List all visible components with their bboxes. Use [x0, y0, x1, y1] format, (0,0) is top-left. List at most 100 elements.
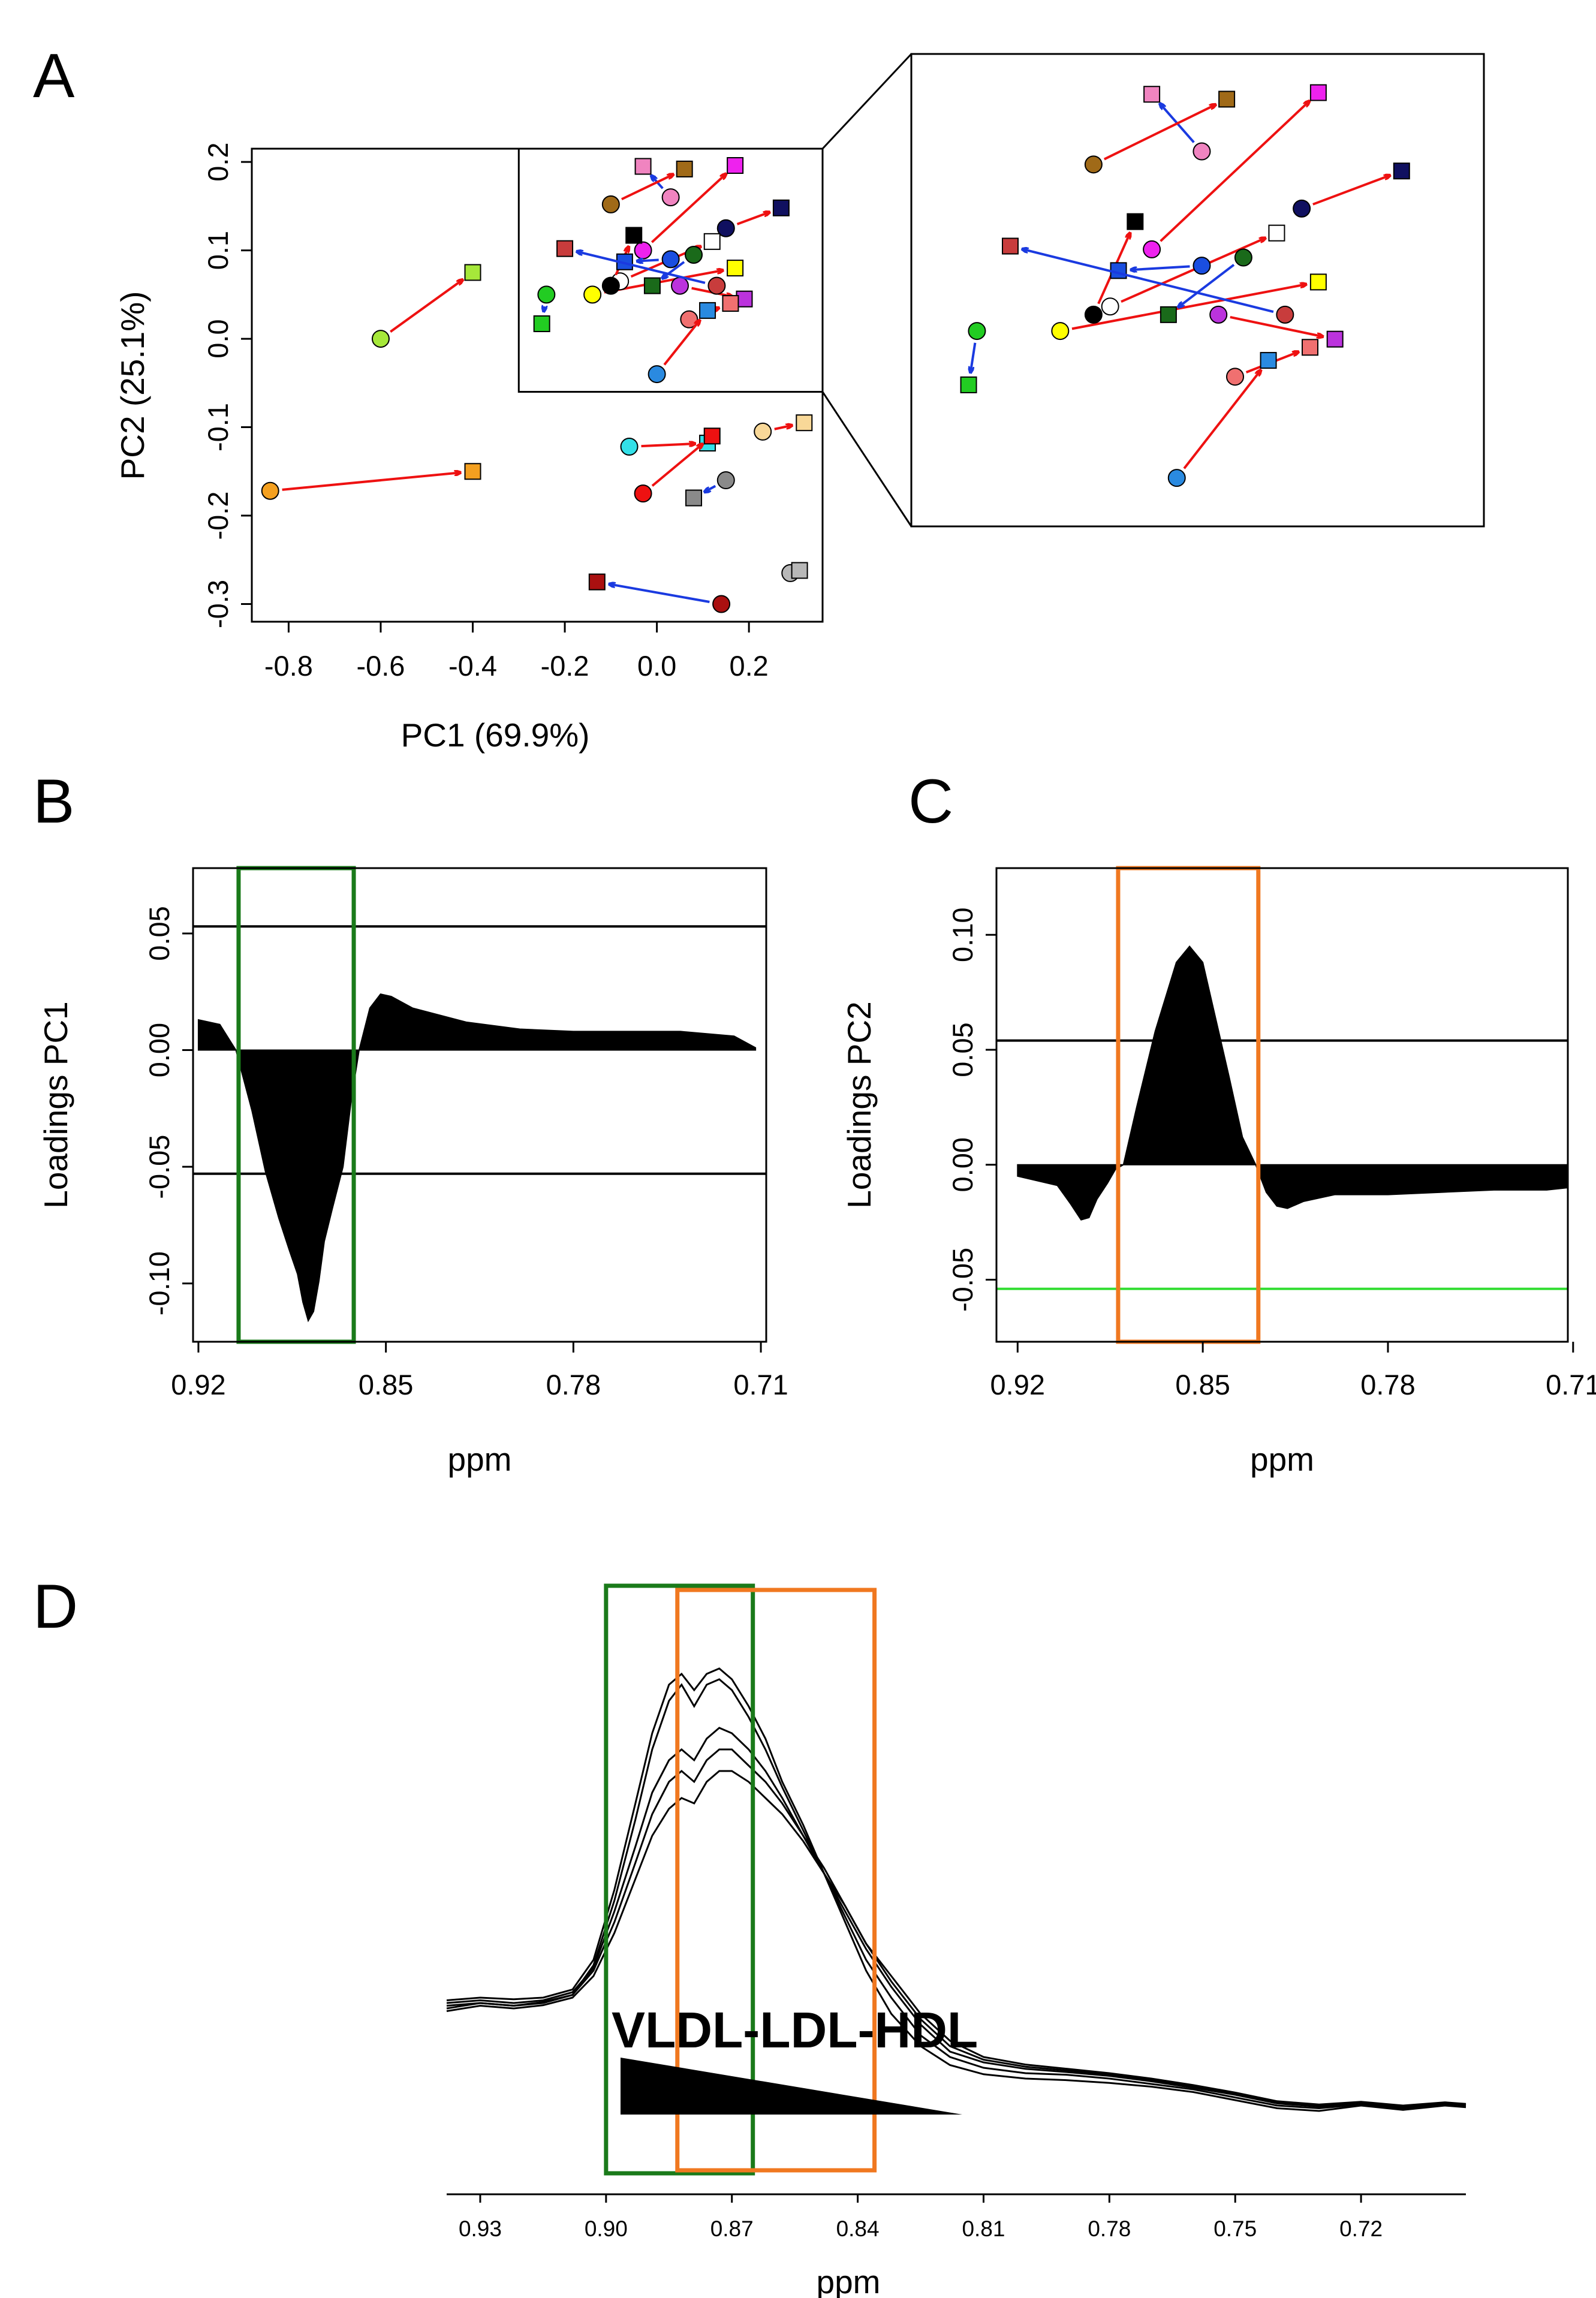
y-tick-label: 0.2	[202, 142, 234, 181]
loadings-area	[1017, 945, 1568, 1221]
y-tick-label: 0.05	[947, 1022, 978, 1077]
main-square-point	[533, 315, 550, 333]
x-tick-label: 0.71	[733, 1369, 788, 1401]
x-tick-label: 0.78	[1088, 2216, 1131, 2241]
y-tick-label: 0.00	[143, 1023, 175, 1077]
panel-a-pca-scatter: -0.8 -0.6 -0.4 -0.2 0.0 0.2 0.2 0.1 0.0 -0.1 -0.2 -…	[114, 53, 1485, 754]
inset-arrow	[1071, 284, 1306, 330]
panel-b-loadings-pc1: 0.92 0.85 0.78 0.71 0.05 0.00 -0.05 -0.10 ppm Loa…	[37, 866, 788, 1478]
spectrum-line	[446, 1770, 1466, 2107]
vldl-region-box	[604, 1583, 755, 2176]
main-square-point	[464, 463, 481, 480]
main-arrow	[282, 472, 460, 491]
main-square-point	[588, 573, 606, 591]
main-arrow	[736, 212, 770, 225]
plot-frame	[251, 147, 824, 623]
y-axis-label: PC2 (25.1%)	[114, 291, 151, 480]
main-square-point	[699, 302, 716, 319]
x-axis-label: ppm	[448, 1441, 512, 1478]
main-arrow	[704, 484, 716, 492]
x-tick-label: 0.85	[359, 1369, 413, 1401]
inset-circle-point	[1276, 305, 1294, 324]
inset-circle-point	[1167, 469, 1186, 487]
x-axis-label: PC1 (69.9%)	[401, 716, 590, 754]
inset-circle-point	[1051, 322, 1070, 341]
zoom-inset-frame	[910, 53, 1485, 528]
main-square-point	[676, 160, 693, 177]
inset-arrow	[1230, 316, 1323, 336]
inset-square-point	[1002, 237, 1019, 255]
x-tick-label: 0.93	[459, 2216, 502, 2241]
x-tick-label: 0.90	[585, 2216, 628, 2241]
main-arrow	[641, 444, 695, 448]
inset-circle-point	[1226, 368, 1244, 386]
x-tick-label: 0.0	[637, 650, 676, 682]
main-square-point	[727, 260, 744, 277]
panel-letter-b: B	[33, 767, 74, 836]
inset-arrow	[1183, 371, 1261, 469]
main-circle-point	[648, 365, 666, 384]
x-axis-label: ppm	[1250, 1441, 1314, 1478]
y-tick-label: -0.10	[143, 1251, 175, 1315]
main-circle-point	[601, 276, 620, 295]
inset-circle-point	[1084, 155, 1103, 174]
inset-square-point	[1127, 213, 1144, 230]
inset-square-point	[1143, 86, 1161, 103]
main-arrow	[774, 426, 792, 430]
main-circle-point	[371, 330, 390, 348]
inset-circle-point	[1084, 305, 1103, 324]
main-circle-point	[261, 481, 279, 500]
x-tick-label: 0.85	[1175, 1369, 1230, 1401]
inset-arrow	[1103, 105, 1215, 161]
inset-circle-point	[968, 322, 986, 341]
x-tick-label: 0.81	[962, 2216, 1005, 2241]
inset-square-point	[960, 376, 977, 393]
x-tick-label: 0.78	[1360, 1369, 1415, 1401]
y-tick-label: 0.00	[947, 1137, 978, 1192]
y-tick-label: -0.2	[202, 492, 234, 540]
x-tick-label: 0.84	[836, 2216, 880, 2241]
y-tick-label: 0.05	[143, 906, 175, 960]
inset-circle-point	[1193, 257, 1211, 275]
panel-letter-d: D	[33, 1572, 78, 1642]
x-tick-label: 0.92	[171, 1369, 225, 1401]
main-square-point	[791, 562, 808, 579]
main-square-point	[772, 199, 790, 216]
zoom-connector-line	[821, 391, 913, 527]
inset-arrow	[1312, 176, 1390, 206]
inset-square-point	[1393, 162, 1410, 180]
main-circle-point	[537, 285, 556, 304]
y-tick-label: 0.0	[202, 319, 234, 358]
inset-square-point	[1160, 306, 1177, 323]
inset-square-point	[1218, 91, 1236, 108]
main-arrow	[663, 261, 685, 278]
main-arrow	[663, 320, 700, 366]
y-tick-label: -0.05	[143, 1135, 175, 1199]
main-square-point	[556, 240, 574, 257]
inset-square-point	[1309, 273, 1327, 291]
inset-circle-point	[1143, 240, 1161, 258]
lipoprotein-band-label: VLDL-LDL-HDL	[612, 2002, 978, 2058]
y-axis-label: Loadings PC1	[37, 1001, 74, 1209]
main-circle-point	[620, 437, 639, 456]
inset-square-point	[1309, 84, 1327, 101]
inset-arrow	[1022, 249, 1274, 313]
main-arrow	[651, 174, 725, 243]
x-tick-label: 0.71	[1546, 1369, 1596, 1401]
main-circle-point	[661, 250, 680, 269]
zoom-connector-line	[821, 53, 913, 150]
spectrum-line	[446, 1667, 1466, 2112]
main-square-point	[685, 489, 703, 507]
x-tick-label: 0.72	[1339, 2216, 1383, 2241]
loadings-area	[197, 993, 757, 1323]
x-axis-label: ppm	[817, 2263, 881, 2298]
inset-circle-point	[1209, 305, 1228, 324]
y-tick-label: -0.3	[202, 580, 234, 628]
inset-circle-point	[1234, 248, 1252, 267]
main-arrow	[609, 584, 710, 603]
spectrum-line	[446, 1727, 1466, 2109]
zoom-region-box	[517, 147, 824, 393]
plot-frame	[192, 867, 767, 1343]
main-arrow	[651, 444, 703, 487]
